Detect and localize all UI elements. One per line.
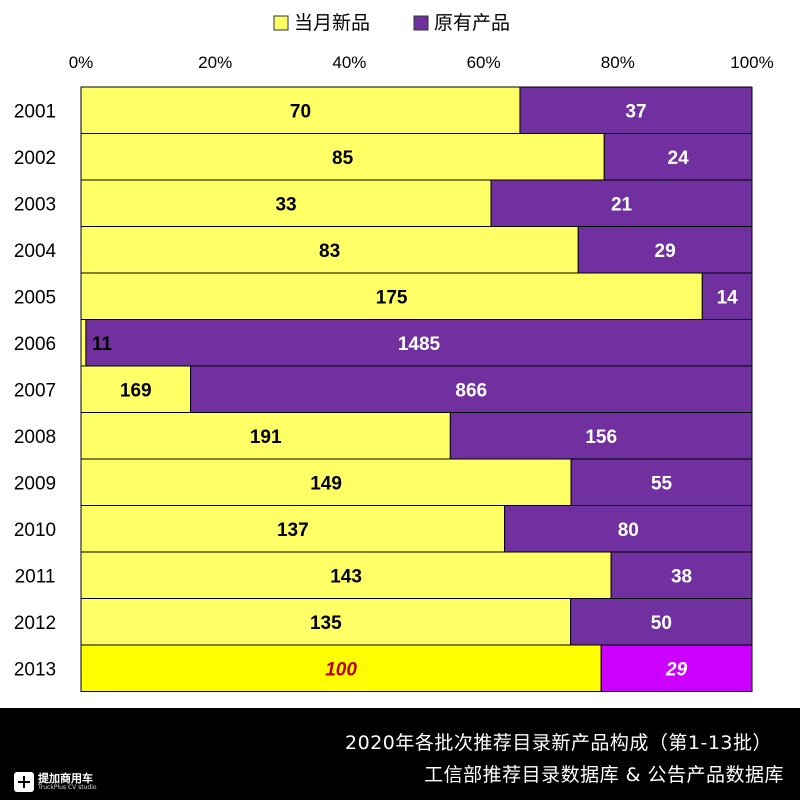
data-label-new: 33 <box>275 194 296 215</box>
x-tick-label: 60% <box>467 53 501 72</box>
data-label-new: 191 <box>250 427 282 448</box>
category-label: 2005 <box>14 287 56 308</box>
bar-segment-new <box>80 179 492 227</box>
legend-label-1: 原有产品 <box>434 12 510 34</box>
bar-segment-new <box>80 365 192 413</box>
plot-area-border <box>80 86 753 692</box>
footer-banner: 提加商用车 TruckPlus CV studio 2020年各批次推荐目录新产… <box>0 708 800 800</box>
bar-segment-existing <box>519 86 753 134</box>
bar-segment-existing <box>701 272 753 320</box>
truckplus-logo: 提加商用车 TruckPlus CV studio <box>14 770 97 794</box>
category-label: 2011 <box>15 566 56 587</box>
category-label: 2010 <box>14 520 56 541</box>
bar-segment-new <box>80 412 451 460</box>
data-label-new: 169 <box>120 380 152 401</box>
data-label-existing: 55 <box>651 473 673 494</box>
logo-name: 提加商用车 <box>38 772 93 785</box>
bar-segment-existing <box>570 598 753 646</box>
category-label: 2007 <box>14 380 56 401</box>
data-label-new: 100 <box>325 659 357 680</box>
category-label: 2004 <box>14 241 57 262</box>
bar-segment-existing <box>603 133 753 181</box>
bar-segment-new <box>80 319 87 367</box>
bar-segment-new <box>80 133 605 181</box>
legend-swatch-0 <box>273 15 289 31</box>
stacked-bar-chart: 当月新品 原有产品 0% 20% 40% 60% 80% 100% 2001 70 37 2002 85… <box>14 12 774 692</box>
category-label: 2001 <box>14 101 56 122</box>
category-label: 2012 <box>14 613 56 634</box>
data-label-new: 135 <box>310 613 342 634</box>
data-label-existing: 14 <box>717 287 739 308</box>
data-label-existing: 866 <box>455 380 487 401</box>
category-label: 2009 <box>14 473 56 494</box>
data-label-existing: 50 <box>651 613 672 634</box>
category-label: 2006 <box>14 334 56 355</box>
category-label: 2013 <box>14 659 56 680</box>
data-label-new: 149 <box>310 473 342 494</box>
data-label-existing: 1485 <box>398 334 441 355</box>
bar-segment-existing <box>600 644 753 692</box>
bar-segment-new <box>80 598 572 646</box>
data-label-existing: 156 <box>585 427 617 448</box>
data-label-existing: 80 <box>618 520 639 541</box>
data-label-new: 70 <box>290 101 311 122</box>
bar-segment-existing <box>610 551 753 599</box>
bar-segment-existing <box>570 458 753 506</box>
x-tick-label: 100% <box>730 53 773 72</box>
data-label-new: 175 <box>376 287 408 308</box>
data-label-existing: 29 <box>665 659 688 680</box>
data-label-existing: 37 <box>625 101 646 122</box>
truck-plus-icon <box>14 772 34 792</box>
logo-subtitle: TruckPlus CV studio <box>38 784 97 791</box>
data-label-new: 143 <box>330 566 362 587</box>
category-label: 2003 <box>14 194 56 215</box>
data-label-new: 85 <box>332 148 354 169</box>
x-tick-label: 40% <box>332 53 366 72</box>
legend-label-0: 当月新品 <box>294 12 370 34</box>
legend-swatch-1 <box>413 15 429 31</box>
data-label-new: 83 <box>319 241 340 262</box>
x-tick-label: 20% <box>198 53 232 72</box>
bar-segment-new <box>80 551 612 599</box>
data-label-new: 137 <box>277 520 309 541</box>
bar-segment-new <box>80 86 521 134</box>
data-label-existing: 24 <box>668 148 690 169</box>
data-source: 工信部推荐目录数据库 & 公告产品数据库 <box>424 764 784 786</box>
chart-title: 2020年各批次推荐目录新产品构成（第1-13批） <box>345 732 772 754</box>
bar-segment-existing <box>504 505 753 553</box>
x-tick-label: 0% <box>69 53 94 72</box>
data-label-existing: 38 <box>671 566 692 587</box>
data-label-new: 11 <box>92 334 113 355</box>
x-tick-label: 80% <box>601 53 635 72</box>
data-label-existing: 21 <box>611 194 633 215</box>
data-label-existing: 29 <box>655 241 676 262</box>
bar-segment-existing <box>190 365 753 413</box>
bar-segment-existing <box>577 226 753 274</box>
category-label: 2008 <box>14 427 56 448</box>
category-label: 2002 <box>14 148 56 169</box>
bar-segment-existing <box>490 179 753 227</box>
